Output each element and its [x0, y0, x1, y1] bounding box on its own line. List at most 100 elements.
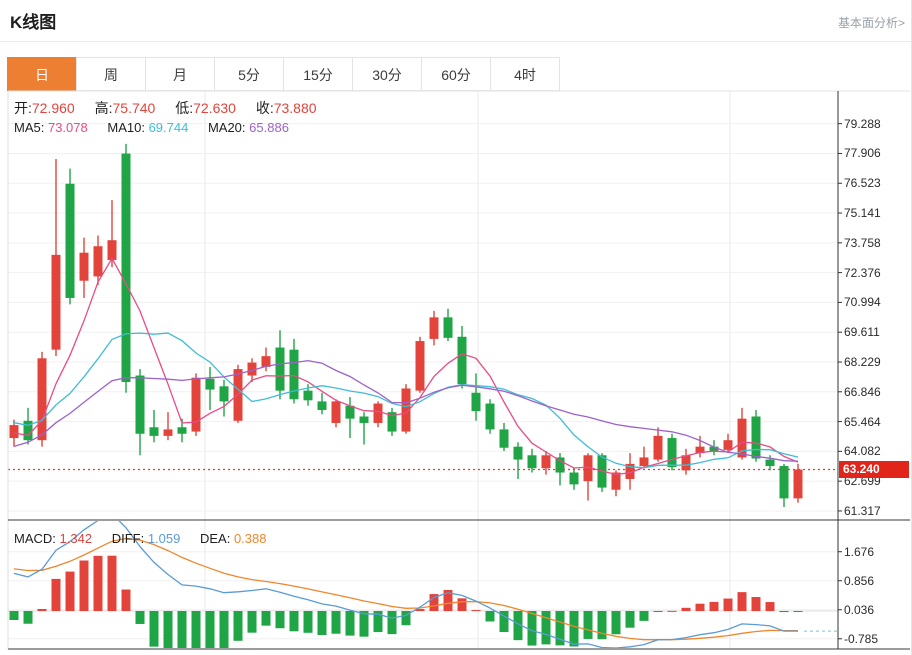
- macd-axis-label: 1.676: [844, 544, 875, 559]
- macd-bar: [457, 598, 467, 611]
- macd-bar: [23, 611, 33, 624]
- price-axis-label: 61.317: [844, 503, 881, 518]
- candle-body: [331, 401, 341, 423]
- candle-body: [611, 472, 621, 490]
- candle-body: [443, 317, 453, 338]
- candle-body: [387, 412, 397, 432]
- macd-bar: [583, 611, 593, 639]
- macd-bar: [79, 560, 89, 611]
- candle-body: [401, 388, 411, 432]
- price-axis-label: 65.464: [844, 414, 881, 429]
- macd-bar: [611, 611, 621, 635]
- macd-bar: [387, 611, 397, 635]
- macd-bar: [65, 571, 75, 611]
- candle-body: [23, 420, 33, 441]
- macd-bar: [499, 611, 509, 633]
- tab-日[interactable]: 日: [7, 57, 77, 91]
- price-axis-label: 64.082: [844, 444, 881, 459]
- header-divider: [0, 41, 911, 42]
- candle-body: [51, 254, 61, 350]
- macd-bar: [555, 611, 565, 646]
- candle-body: [471, 392, 481, 412]
- candle-body: [527, 455, 537, 469]
- candle-body: [681, 455, 691, 471]
- macd-axis-label: 0.036: [844, 602, 875, 617]
- candle-body: [163, 429, 173, 436]
- macd-bar: [709, 601, 719, 611]
- candle-body: [261, 356, 271, 367]
- macd-bar: [401, 611, 411, 626]
- price-axis-label: 70.994: [844, 295, 881, 310]
- macd-bar: [373, 611, 383, 633]
- low-value: 低:72.630: [175, 100, 236, 116]
- tab-15分[interactable]: 15分: [283, 57, 353, 91]
- candle-body: [289, 349, 299, 400]
- ma5-line: [13, 257, 799, 476]
- macd-bar: [149, 611, 159, 647]
- macd-bar: [275, 611, 285, 629]
- tab-月[interactable]: 月: [145, 57, 215, 91]
- macd-bar: [751, 597, 761, 611]
- macd-bar: [695, 603, 705, 611]
- candle-body: [583, 455, 593, 482]
- price-axis-label: 79.288: [844, 116, 881, 131]
- candle-body: [205, 378, 215, 390]
- fundamental-analysis-link[interactable]: 基本面分析>: [837, 16, 905, 30]
- macd-bar: [639, 611, 649, 621]
- ma20-value: MA20: 65.886: [207, 120, 289, 135]
- macd-bar: [9, 611, 19, 621]
- macd-bar: [37, 608, 47, 611]
- candle-body: [457, 336, 467, 385]
- candle-body: [345, 405, 355, 419]
- current-price-badge: 63.240: [839, 461, 909, 478]
- candle-body: [219, 386, 229, 402]
- ma-legend: MA5: 73.078 MA10: 69.744 MA20: 65.886: [14, 120, 305, 135]
- candle-body: [359, 416, 369, 423]
- candle-body: [191, 377, 201, 432]
- macd-bar: [107, 555, 117, 611]
- period-tab-bar: 日周月 5分 15分 30分 60分 4时: [7, 57, 560, 91]
- candle-body: [65, 183, 75, 298]
- candle-body: [9, 425, 19, 439]
- macd-bar: [121, 589, 131, 611]
- macd-bar: [597, 611, 607, 640]
- macd-bar: [345, 611, 355, 636]
- candle-body: [653, 435, 663, 460]
- price-axis-label: 72.376: [844, 265, 881, 280]
- candle-body: [765, 459, 775, 467]
- macd-bar: [93, 555, 103, 611]
- macd-bar: [429, 594, 439, 611]
- candle-body: [499, 429, 509, 448]
- macd-axis-label: 0.856: [844, 573, 875, 588]
- macd-bar: [653, 611, 663, 612]
- diff-value: DIFF: 1.059: [111, 531, 181, 546]
- tab-30分[interactable]: 30分: [352, 57, 422, 91]
- macd-bar: [765, 602, 775, 611]
- open-value: 开:72.960: [14, 100, 75, 116]
- candles-layer: [9, 143, 803, 507]
- candle-body: [93, 246, 103, 277]
- diff-line: [13, 521, 798, 648]
- page-title: K线图: [10, 13, 57, 32]
- macd-bar: [541, 611, 551, 645]
- ma5-value: MA5: 73.078: [14, 120, 88, 135]
- tab-60分[interactable]: 60分: [421, 57, 491, 91]
- macd-bar: [471, 610, 481, 612]
- candle-body: [247, 362, 257, 376]
- candle-body: [373, 403, 383, 423]
- macd-layer: [9, 521, 838, 648]
- candle-body: [569, 472, 579, 485]
- macd-bar: [247, 611, 257, 633]
- tab-5分[interactable]: 5分: [214, 57, 284, 91]
- macd-bar: [135, 611, 145, 624]
- candle-body: [737, 418, 747, 458]
- price-axis-label: 77.906: [844, 146, 881, 161]
- macd-bar: [359, 611, 369, 637]
- candle-body: [275, 347, 285, 391]
- macd-bar: [415, 609, 425, 611]
- macd-bar: [191, 611, 201, 648]
- price-axis-label: 76.523: [844, 176, 881, 191]
- candle-body: [667, 438, 677, 468]
- macd-bar: [723, 598, 733, 611]
- high-value: 高:75.740: [94, 100, 156, 116]
